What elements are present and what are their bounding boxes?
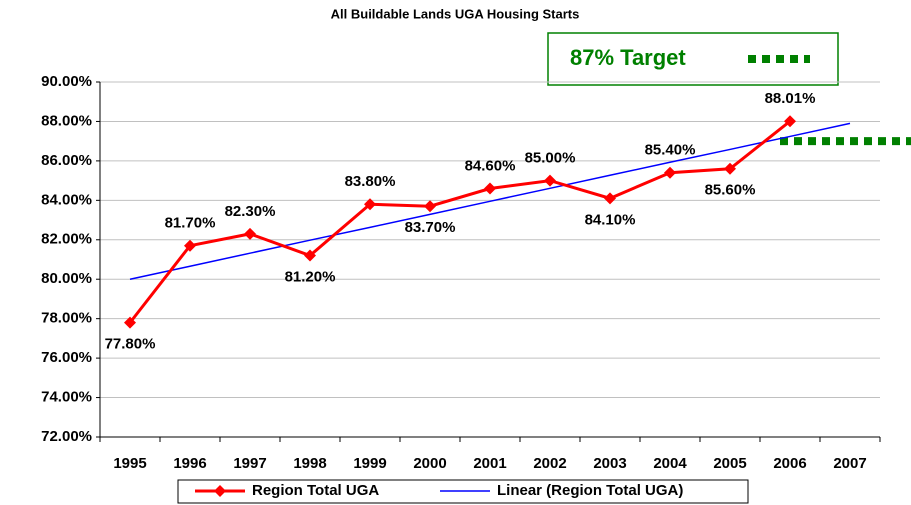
marker xyxy=(664,166,676,179)
marker xyxy=(544,174,556,187)
marker xyxy=(604,192,616,205)
data-label: 81.20% xyxy=(285,269,336,286)
x-tick-label: 2007 xyxy=(833,455,866,472)
y-tick-label: 74.00% xyxy=(41,389,92,406)
x-tick-label: 2006 xyxy=(773,455,806,472)
y-tick-label: 84.00% xyxy=(41,191,92,208)
marker xyxy=(184,239,196,252)
series-line xyxy=(129,122,851,280)
y-tick-label: 82.00% xyxy=(41,231,92,248)
marker xyxy=(424,200,436,213)
x-tick-label: 2002 xyxy=(533,455,566,472)
data-label: 85.00% xyxy=(525,150,576,167)
data-label: 81.70% xyxy=(165,215,216,232)
y-tick-label: 80.00% xyxy=(41,270,92,287)
chart-title: All Buildable Lands UGA Housing Starts xyxy=(331,6,580,21)
marker xyxy=(124,316,136,329)
data-label: 83.70% xyxy=(405,219,456,236)
marker xyxy=(304,249,316,262)
x-tick-label: 2001 xyxy=(473,455,506,472)
target-box xyxy=(547,32,839,86)
marker xyxy=(244,227,256,240)
y-tick-label: 76.00% xyxy=(41,349,92,366)
data-label: 84.10% xyxy=(585,211,636,228)
legend-label: Linear (Region Total UGA) xyxy=(497,482,683,499)
marker xyxy=(484,182,496,195)
data-label: 85.40% xyxy=(645,142,696,159)
data-label: 84.60% xyxy=(465,157,516,174)
y-tick-label: 78.00% xyxy=(41,310,92,327)
x-tick-label: 1998 xyxy=(293,455,326,472)
x-tick-label: 2003 xyxy=(593,455,626,472)
data-label: 85.60% xyxy=(705,182,756,199)
target-label: 87% Target xyxy=(570,45,686,70)
y-tick-label: 72.00% xyxy=(41,428,92,445)
data-label: 88.01% xyxy=(765,90,816,107)
x-tick-label: 2000 xyxy=(413,455,446,472)
x-tick-label: 1997 xyxy=(233,455,266,472)
x-tick-label: 2004 xyxy=(653,455,687,472)
marker xyxy=(784,115,796,128)
legend-marker xyxy=(214,485,226,497)
y-tick-label: 90.00% xyxy=(41,73,92,90)
x-tick-label: 1996 xyxy=(173,455,206,472)
x-tick-label: 2005 xyxy=(713,455,746,472)
marker xyxy=(364,198,376,211)
data-label: 83.80% xyxy=(345,173,396,190)
y-tick-label: 86.00% xyxy=(41,152,92,169)
y-tick-label: 88.00% xyxy=(41,112,92,129)
data-label: 77.80% xyxy=(105,336,156,353)
x-tick-label: 1999 xyxy=(353,455,386,472)
marker xyxy=(724,162,736,175)
x-tick-label: 1995 xyxy=(113,455,146,472)
series-line xyxy=(128,120,791,324)
legend-label: Region Total UGA xyxy=(252,482,379,499)
data-label: 82.30% xyxy=(225,203,276,220)
